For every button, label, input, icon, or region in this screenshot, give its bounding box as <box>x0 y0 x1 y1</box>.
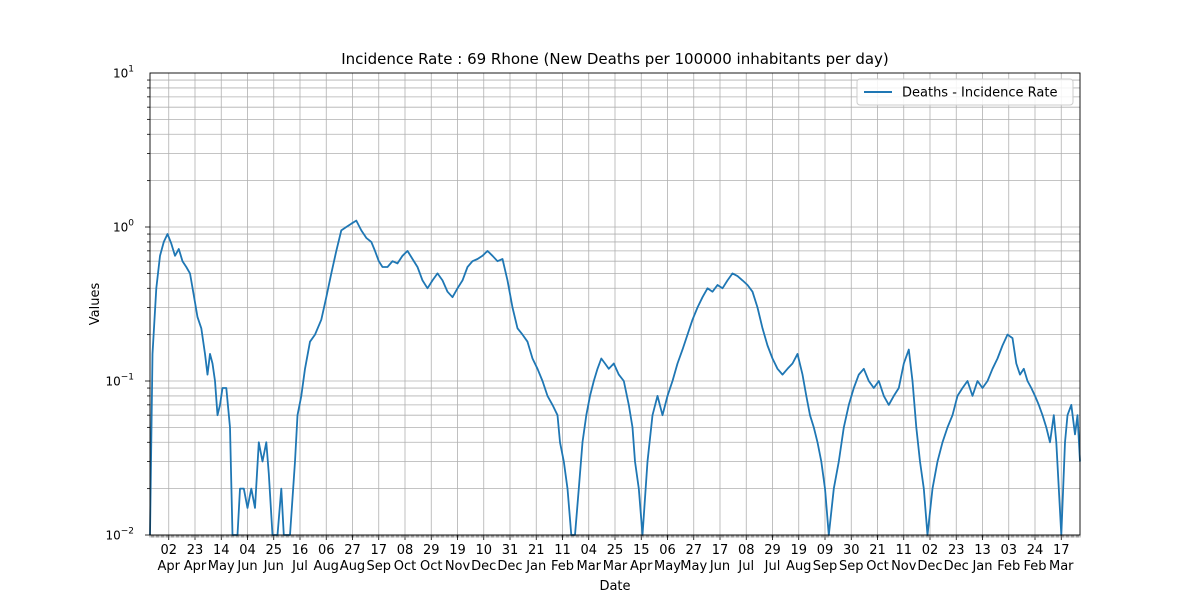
grid-lines <box>150 73 1080 536</box>
y-tick-label: 10−2 <box>105 527 134 543</box>
x-axis-ticks: 02Apr23Apr14May04Jun25Jun16Jul06Aug27Aug… <box>149 535 1081 574</box>
y-tick-label: 101 <box>113 65 134 81</box>
x-tick-day: 04 <box>239 543 256 558</box>
x-tick-month: Feb <box>1023 559 1046 574</box>
chart-title: Incidence Rate : 69 Rhone (New Deaths pe… <box>341 50 889 68</box>
x-tick-month: Sep <box>813 559 838 574</box>
legend-box <box>856 78 1074 106</box>
x-tick-month: Jun <box>263 559 284 574</box>
series-line-deaths-incidence-rate <box>149 219 1081 536</box>
x-tick-month: Jan <box>971 559 992 574</box>
y-tick-exponent: −1 <box>121 373 134 383</box>
x-tick-day: 06 <box>318 543 335 558</box>
x-tick-day: 02 <box>922 543 939 558</box>
x-tick-day: 27 <box>685 543 702 558</box>
x-tick-month: Apr <box>158 559 181 574</box>
y-tick-exponent: 0 <box>128 219 134 229</box>
x-tick-month: Feb <box>997 559 1020 574</box>
x-tick-day: 09 <box>817 543 834 558</box>
legend: Deaths - Incidence Rate <box>856 78 1074 106</box>
x-tick-month: Nov <box>445 559 471 574</box>
x-tick-day: 25 <box>607 543 624 558</box>
x-tick-day: 11 <box>895 543 912 558</box>
x-tick-day: 21 <box>869 543 886 558</box>
x-tick-day: 13 <box>974 543 991 558</box>
y-tick-base: 10 <box>105 529 120 543</box>
y-tick-label: 10−1 <box>105 373 134 389</box>
x-tick-month: Dec <box>497 559 522 574</box>
x-axis-label: Date <box>599 579 630 594</box>
x-tick-day: 15 <box>633 543 650 558</box>
x-tick-month: Mar <box>603 559 628 574</box>
x-tick-day: 23 <box>187 543 204 558</box>
x-tick-day: 08 <box>397 543 414 558</box>
x-tick-month: Aug <box>314 559 339 574</box>
x-tick-day: 10 <box>475 543 492 558</box>
x-tick-day: 04 <box>580 543 597 558</box>
x-tick-month: Apr <box>630 559 653 574</box>
x-tick-month: Nov <box>891 559 917 574</box>
x-tick-month: Sep <box>839 559 864 574</box>
x-tick-month: Mar <box>1049 559 1074 574</box>
x-tick-month: May <box>654 559 681 574</box>
x-tick-day: 17 <box>1053 543 1070 558</box>
x-tick-day: 31 <box>502 543 519 558</box>
y-axis-label: Values <box>88 283 103 326</box>
x-tick-month: Dec <box>944 559 969 574</box>
y-tick-base: 10 <box>105 375 120 389</box>
x-tick-month: Jul <box>737 559 754 574</box>
x-tick-month: May <box>208 559 235 574</box>
x-tick-day: 19 <box>790 543 807 558</box>
x-tick-day: 29 <box>764 543 781 558</box>
x-tick-day: 23 <box>948 543 965 558</box>
x-tick-day: 16 <box>292 543 309 558</box>
x-tick-month: Feb <box>551 559 574 574</box>
x-tick-day: 11 <box>554 543 571 558</box>
x-tick-day: 19 <box>449 543 466 558</box>
x-tick-month: Sep <box>366 559 391 574</box>
x-tick-month: Apr <box>184 559 207 574</box>
x-tick-month: Jul <box>291 559 308 574</box>
x-tick-day: 17 <box>370 543 387 558</box>
x-tick-month: Aug <box>786 559 811 574</box>
x-tick-month: Oct <box>394 559 416 574</box>
x-tick-month: May <box>680 559 707 574</box>
x-tick-day: 27 <box>344 543 361 558</box>
x-tick-month: Dec <box>471 559 496 574</box>
x-tick-day: 30 <box>843 543 860 558</box>
x-tick-month: Jul <box>764 559 781 574</box>
x-tick-day: 02 <box>160 543 177 558</box>
x-tick-month: Oct <box>866 559 888 574</box>
x-tick-day: 03 <box>1000 543 1017 558</box>
x-tick-day: 24 <box>1027 543 1044 558</box>
y-tick-exponent: 1 <box>128 65 134 75</box>
x-tick-month: Jan <box>525 559 546 574</box>
x-tick-day: 14 <box>213 543 230 558</box>
x-tick-month: Mar <box>576 559 601 574</box>
legend-label-deaths: Deaths - Incidence Rate <box>902 86 1057 101</box>
x-tick-day: 08 <box>738 543 755 558</box>
x-tick-day: 06 <box>659 543 676 558</box>
x-tick-month: Jun <box>236 559 257 574</box>
y-tick-base: 10 <box>113 67 128 81</box>
x-tick-month: Dec <box>917 559 942 574</box>
series-lines <box>149 219 1081 536</box>
x-tick-month: Oct <box>420 559 442 574</box>
x-tick-day: 25 <box>265 543 282 558</box>
y-tick-exponent: −2 <box>121 527 134 537</box>
y-tick-base: 10 <box>113 221 128 235</box>
x-tick-day: 21 <box>528 543 545 558</box>
x-tick-day: 17 <box>712 543 729 558</box>
x-tick-day: 29 <box>423 543 440 558</box>
y-tick-label: 100 <box>113 219 134 235</box>
x-tick-month: Jun <box>709 559 730 574</box>
x-tick-month: Aug <box>340 559 365 574</box>
